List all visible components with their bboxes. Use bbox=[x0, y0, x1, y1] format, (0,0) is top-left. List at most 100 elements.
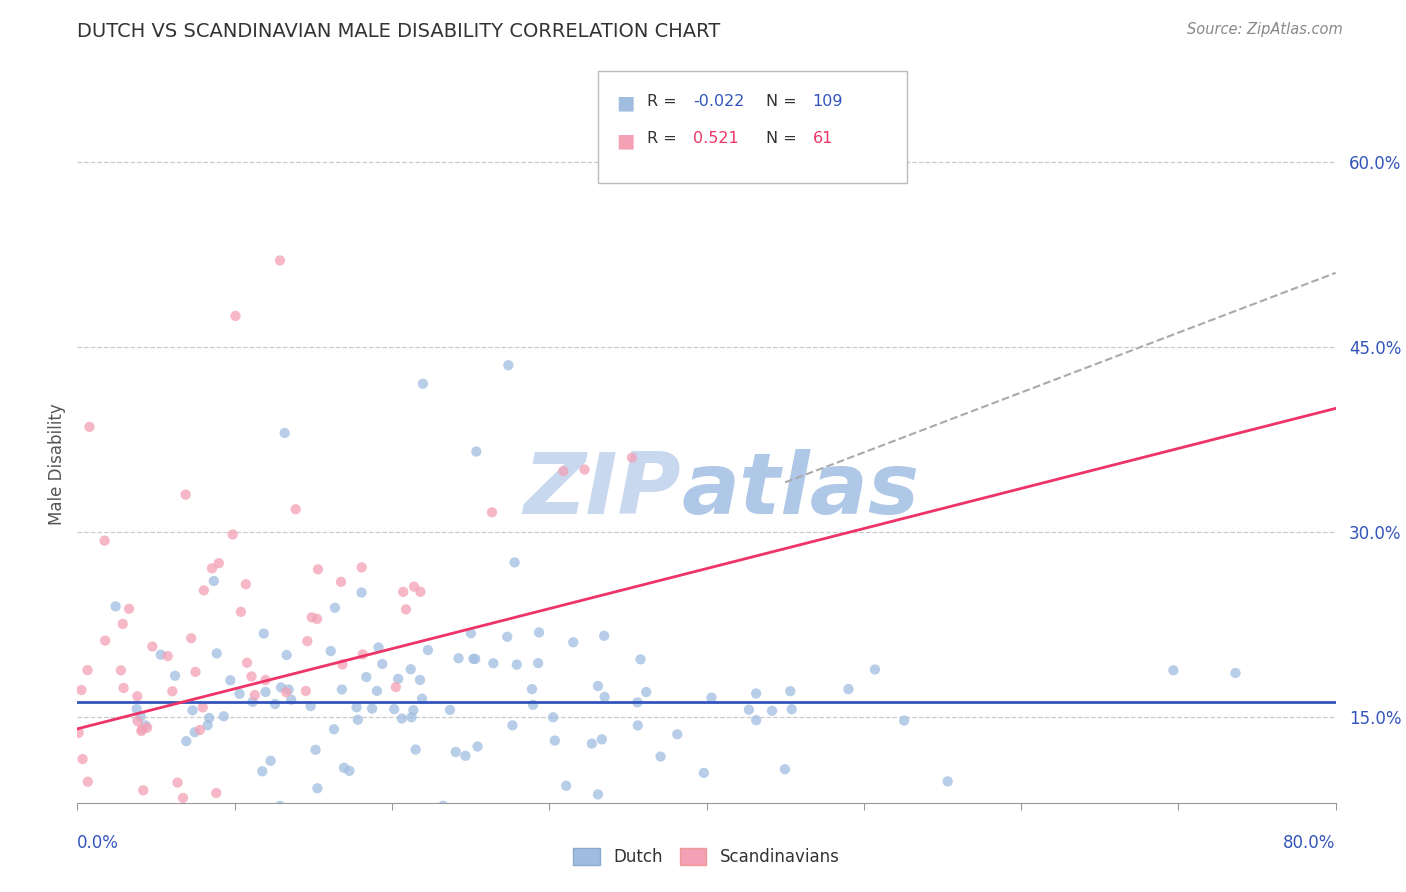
Point bbox=[562, 635, 585, 649]
Point bbox=[197, 718, 219, 732]
Point bbox=[382, 702, 405, 716]
Point bbox=[738, 703, 761, 717]
Point bbox=[193, 583, 215, 598]
Point bbox=[401, 710, 423, 724]
Point bbox=[323, 723, 346, 737]
Point bbox=[693, 765, 716, 780]
Point bbox=[181, 703, 204, 717]
Point bbox=[70, 683, 93, 698]
Point bbox=[269, 799, 291, 814]
Point bbox=[412, 376, 434, 391]
Point bbox=[409, 673, 432, 687]
Text: 61: 61 bbox=[813, 131, 832, 146]
Legend: Dutch, Scandinavians: Dutch, Scandinavians bbox=[567, 841, 846, 872]
Point bbox=[132, 783, 155, 797]
Point bbox=[761, 704, 783, 718]
Point bbox=[205, 786, 228, 800]
Point bbox=[863, 663, 886, 677]
Point bbox=[1163, 664, 1185, 678]
Point bbox=[780, 702, 803, 716]
Point bbox=[307, 781, 329, 796]
Point bbox=[149, 648, 172, 662]
Point bbox=[893, 714, 915, 728]
Point bbox=[367, 640, 389, 655]
Point bbox=[111, 616, 134, 631]
Point bbox=[112, 681, 135, 695]
Point bbox=[366, 684, 388, 698]
Point bbox=[131, 724, 153, 739]
Point bbox=[269, 253, 291, 268]
Point bbox=[252, 764, 274, 779]
Point bbox=[501, 718, 523, 732]
Point bbox=[620, 450, 643, 465]
Point bbox=[391, 712, 413, 726]
Point bbox=[180, 632, 202, 646]
Point bbox=[172, 791, 194, 805]
Point bbox=[627, 718, 650, 732]
Text: ■: ■ bbox=[616, 94, 634, 112]
Point bbox=[198, 711, 221, 725]
Point bbox=[212, 709, 235, 723]
Point bbox=[273, 425, 295, 440]
Point bbox=[626, 695, 648, 709]
Point bbox=[356, 670, 378, 684]
Point bbox=[202, 574, 225, 588]
Text: ZIP: ZIP bbox=[523, 450, 682, 533]
Point bbox=[454, 748, 477, 763]
Point bbox=[264, 697, 287, 711]
Point bbox=[127, 690, 149, 704]
Point bbox=[503, 556, 526, 570]
Point bbox=[460, 626, 482, 640]
Point bbox=[280, 692, 302, 706]
Text: N =: N = bbox=[766, 94, 803, 109]
Point bbox=[330, 574, 353, 589]
Point bbox=[463, 652, 485, 666]
Text: -0.022: -0.022 bbox=[693, 94, 745, 109]
Point bbox=[285, 803, 308, 817]
Point bbox=[295, 684, 318, 698]
Point bbox=[219, 811, 242, 825]
Point bbox=[402, 580, 425, 594]
Point bbox=[297, 634, 319, 648]
Point bbox=[191, 700, 214, 714]
Point bbox=[444, 745, 467, 759]
Point bbox=[350, 560, 373, 574]
Point bbox=[118, 602, 141, 616]
Point bbox=[110, 664, 132, 678]
Point bbox=[276, 685, 298, 699]
Point bbox=[323, 600, 346, 615]
Point bbox=[541, 710, 564, 724]
Point bbox=[94, 633, 117, 648]
Point bbox=[93, 533, 115, 548]
Point bbox=[467, 739, 489, 754]
Point bbox=[72, 752, 94, 766]
Point bbox=[307, 562, 329, 576]
Point bbox=[330, 682, 353, 697]
Point bbox=[219, 673, 242, 688]
Point bbox=[332, 657, 354, 672]
Point bbox=[593, 690, 616, 704]
Point bbox=[586, 788, 609, 802]
Point bbox=[205, 647, 228, 661]
Point bbox=[553, 464, 575, 478]
Point bbox=[650, 749, 672, 764]
Point bbox=[527, 656, 550, 670]
Text: atlas: atlas bbox=[682, 450, 920, 533]
Point bbox=[544, 733, 567, 747]
Point bbox=[229, 605, 252, 619]
Point bbox=[284, 502, 307, 516]
Point bbox=[591, 732, 613, 747]
Point bbox=[395, 602, 418, 616]
Point bbox=[304, 743, 326, 757]
Point bbox=[402, 703, 425, 717]
Point bbox=[104, 599, 127, 614]
Point bbox=[235, 577, 257, 591]
Point bbox=[1225, 665, 1247, 680]
Point bbox=[405, 742, 427, 756]
Point bbox=[135, 718, 157, 732]
Point bbox=[79, 420, 101, 434]
Point bbox=[773, 762, 796, 776]
Point bbox=[387, 672, 409, 686]
Point bbox=[76, 663, 98, 677]
Text: 80.0%: 80.0% bbox=[1284, 834, 1336, 852]
